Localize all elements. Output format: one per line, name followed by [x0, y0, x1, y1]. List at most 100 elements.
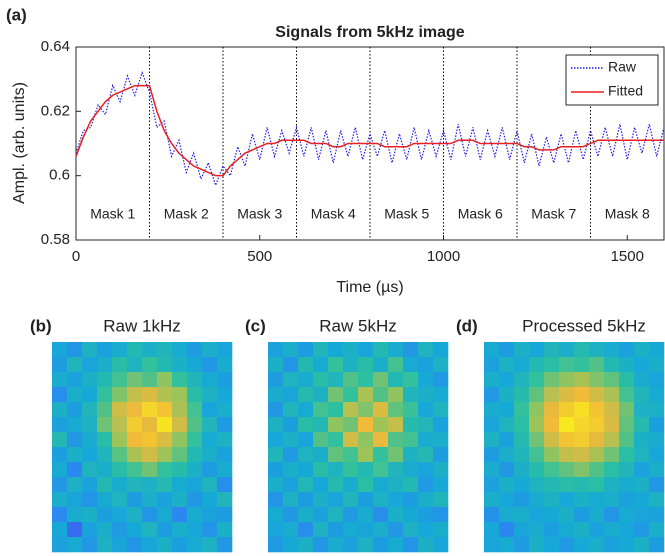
heatmap-cell: [67, 477, 82, 492]
heatmap-cell: [142, 357, 157, 372]
heatmap-cell: [358, 462, 373, 477]
heatmap-cell: [313, 417, 328, 432]
heatmap-cell: [127, 402, 142, 417]
heatmap-cell: [172, 477, 187, 492]
heatmap-cell: [418, 447, 433, 462]
heatmap-cell: [112, 477, 127, 492]
heatmap-cell: [112, 507, 127, 522]
heatmap-cell: [187, 477, 202, 492]
heatmap-cell: [157, 372, 172, 387]
heatmap-cell: [112, 537, 127, 552]
heatmap-cell: [514, 462, 529, 477]
heatmap-cell: [52, 447, 67, 462]
heatmap-cell: [127, 537, 142, 552]
heatmap-cell: [373, 477, 388, 492]
heatmap-cell: [97, 387, 112, 402]
heatmap-cell: [97, 537, 112, 552]
heatmap-cell: [52, 372, 67, 387]
heatmap-cell: [589, 357, 604, 372]
y-tick-label: 0.58: [41, 231, 70, 248]
heatmap-cell: [484, 432, 499, 447]
heatmap-cell: [619, 432, 634, 447]
heatmap-cell: [127, 432, 142, 447]
heatmap-cell: [343, 357, 358, 372]
heatmap-cell: [544, 372, 559, 387]
panel-label: (d): [456, 316, 478, 335]
heatmap-cell: [559, 477, 574, 492]
mask-label: Mask 1: [90, 206, 135, 222]
heatmap-cell: [202, 447, 217, 462]
heatmap-cell: [97, 447, 112, 462]
heatmap-cell: [499, 537, 514, 552]
heatmap-cell: [634, 522, 649, 537]
heatmap-cell: [403, 477, 418, 492]
heatmap-cell: [358, 402, 373, 417]
chart-title: Signals from 5kHz image: [275, 24, 464, 41]
heatmap-cell: [373, 522, 388, 537]
panel-label: (b): [30, 316, 52, 335]
heatmap-cell: [157, 357, 172, 372]
heatmap-cell: [52, 537, 67, 552]
heatmap-cell: [52, 477, 67, 492]
heatmap-cell: [283, 357, 298, 372]
heatmap-cell: [52, 432, 67, 447]
heatmap-cell: [97, 342, 112, 357]
heatmap-cell: [298, 402, 313, 417]
heatmap-cell: [589, 537, 604, 552]
heatmap-cell: [52, 462, 67, 477]
heatmap-cell: [202, 462, 217, 477]
heatmap-cell: [217, 492, 232, 507]
heatmap-cell: [358, 372, 373, 387]
heatmap-cell: [343, 342, 358, 357]
heatmap-cell: [67, 387, 82, 402]
heatmap-cell: [157, 537, 172, 552]
heatmap-cell: [529, 447, 544, 462]
heatmap-cell: [82, 402, 97, 417]
heatmap-cell: [157, 432, 172, 447]
heatmap-cell: [187, 537, 202, 552]
heatmap-cell: [157, 477, 172, 492]
heatmap-cell: [544, 417, 559, 432]
mask-label: Mask 7: [531, 206, 576, 222]
heatmap-cell: [127, 447, 142, 462]
heatmap-cell: [172, 357, 187, 372]
heatmap-cell: [514, 417, 529, 432]
heatmap-cell: [433, 402, 448, 417]
heatmap-cell: [313, 462, 328, 477]
heatmap-cell: [559, 357, 574, 372]
heatmap-cell: [202, 507, 217, 522]
x-tick-label: 1500: [611, 248, 644, 265]
heatmap-cell: [649, 372, 664, 387]
heatmap-cell: [559, 447, 574, 462]
heatmap-cell: [499, 372, 514, 387]
heatmap-cell: [514, 372, 529, 387]
heatmap-cell: [484, 387, 499, 402]
mask-label: Mask 6: [458, 206, 503, 222]
heatmap-cell: [403, 342, 418, 357]
heatmap-cell: [484, 522, 499, 537]
heatmap-cell: [67, 537, 82, 552]
heatmap-cell: [619, 537, 634, 552]
heatmap-cell: [604, 387, 619, 402]
heatmap-cell: [202, 357, 217, 372]
heatmap-cell: [373, 357, 388, 372]
heatmap-cell: [574, 342, 589, 357]
heatmap-cell: [298, 537, 313, 552]
heatmap-cell: [217, 417, 232, 432]
heatmap-cell: [172, 492, 187, 507]
heatmap-cell: [514, 477, 529, 492]
heatmap-cell: [217, 432, 232, 447]
heatmap-cell: [559, 462, 574, 477]
heatmap-cell: [574, 447, 589, 462]
heatmap-cell: [418, 432, 433, 447]
heatmap-cell: [268, 462, 283, 477]
heatmap-cell: [217, 372, 232, 387]
heatmap-cell: [268, 432, 283, 447]
heatmap-cell: [298, 342, 313, 357]
heatmap-cell: [67, 402, 82, 417]
heatmap-cell: [373, 372, 388, 387]
y-tick-label: 0.62: [41, 102, 70, 119]
x-tick-label: 0: [72, 248, 80, 265]
heatmap-cell: [649, 402, 664, 417]
heatmap-cell: [283, 402, 298, 417]
